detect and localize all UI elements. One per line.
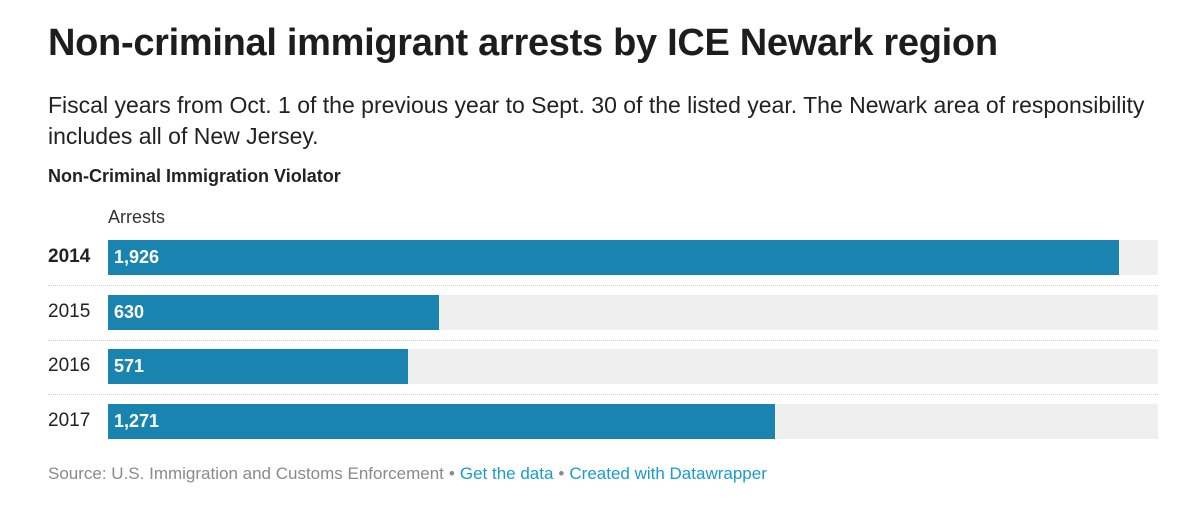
footer-separator: • <box>448 464 455 483</box>
section-label: Non-Criminal Immigration Violator <box>48 166 341 186</box>
bar-row-2014: 2014 1,926 <box>0 238 1200 276</box>
chart-footer: Source: U.S. Immigration and Customs Enf… <box>48 464 767 484</box>
footer-separator: • <box>558 464 565 483</box>
category-label: 2015 <box>48 301 91 322</box>
chart-subtitle: Fiscal years from Oct. 1 of the previous… <box>48 92 1145 149</box>
bar-value-label: 571 <box>114 356 145 376</box>
bar <box>108 349 408 384</box>
column-header: Arrests <box>108 207 166 227</box>
bar <box>108 404 775 439</box>
bar <box>108 295 439 330</box>
bar-value-label: 630 <box>114 302 145 322</box>
row-divider <box>48 340 1158 341</box>
bar-row-2016: 2016 571 <box>0 347 1200 385</box>
row-divider <box>48 394 1158 395</box>
bar-row-2015: 2015 630 <box>0 293 1200 331</box>
category-label: 2017 <box>48 410 91 431</box>
bar <box>108 240 1119 275</box>
bar-value-label: 1,271 <box>114 411 160 431</box>
source-text: Source: U.S. Immigration and Customs Enf… <box>48 464 444 483</box>
row-divider <box>48 285 1158 286</box>
category-label: 2016 <box>48 355 91 376</box>
category-label: 2014 <box>48 246 91 267</box>
created-with-datawrapper-link[interactable]: Created with Datawrapper <box>569 464 767 483</box>
chart-title: Non-criminal immigrant arrests by ICE Ne… <box>48 22 998 64</box>
get-the-data-link[interactable]: Get the data <box>459 464 554 483</box>
bar-row-2017: 2017 1,271 <box>0 402 1200 440</box>
bar-value-label: 1,926 <box>114 247 160 267</box>
